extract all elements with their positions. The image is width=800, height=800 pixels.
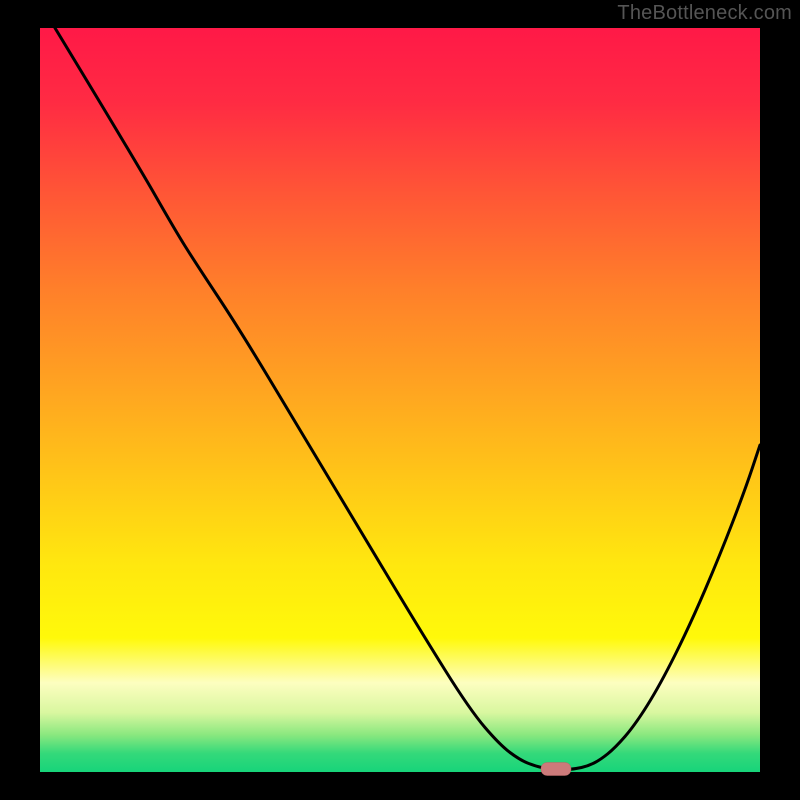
bottleneck-chart: [0, 0, 800, 800]
chart-root: TheBottleneck.com: [0, 0, 800, 800]
watermark-text: TheBottleneck.com: [617, 2, 792, 25]
chart-gradient-background: [40, 28, 760, 772]
optimum-marker: [541, 763, 571, 776]
